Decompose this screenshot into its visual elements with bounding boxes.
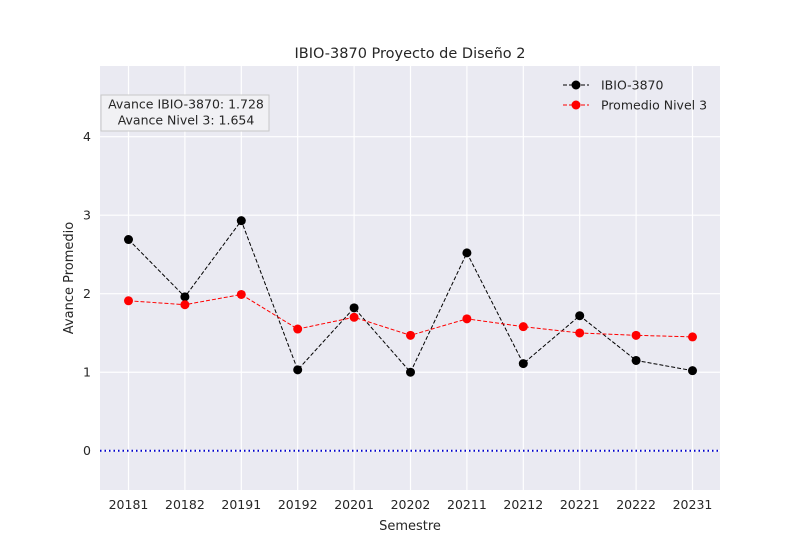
annotation-line-2: Avance Nivel 3: 1.654 [118, 113, 255, 128]
legend-marker-ibio [571, 80, 581, 90]
y-tick-label: 2 [83, 286, 91, 301]
y-axis-label: Avance Promedio [62, 222, 77, 334]
data-point-promedio [293, 324, 303, 334]
x-tick-label: 20231 [673, 497, 713, 512]
data-point-promedio [406, 330, 415, 340]
y-tick-label: 0 [83, 443, 91, 458]
data-point-ibio [518, 359, 528, 369]
data-point-promedio [180, 300, 190, 310]
data-point-promedio [462, 314, 472, 324]
series-group [124, 216, 697, 377]
x-tick-label: 20222 [616, 497, 656, 512]
x-axis-label: Semestre [379, 519, 441, 534]
y-tick-label: 4 [83, 129, 91, 144]
x-tick-label: 20212 [503, 497, 543, 512]
data-point-ibio [180, 292, 190, 302]
data-point-ibio [688, 366, 697, 376]
x-tick-label: 20181 [109, 497, 149, 512]
data-point-promedio [518, 322, 528, 332]
grid-lines [100, 66, 720, 490]
data-point-ibio [631, 355, 641, 365]
data-point-promedio [631, 330, 641, 340]
legend-label-promedio: Promedio Nivel 3 [601, 98, 707, 113]
y-tick-label: 1 [83, 365, 91, 380]
y-tick-label: 3 [83, 208, 91, 223]
x-tick-label: 20192 [278, 497, 318, 512]
data-point-promedio [124, 296, 133, 306]
legend-marker-promedio [571, 100, 581, 110]
x-tick-label: 20202 [391, 497, 431, 512]
chart-title: IBIO-3870 Proyecto de Diseño 2 [294, 46, 525, 62]
x-tick-labels: 20181 20182 20191 20192 20201 20202 20211 20212… [109, 497, 713, 512]
data-point-ibio [293, 365, 303, 375]
x-tick-label: 20221 [560, 497, 600, 512]
data-point-promedio [575, 328, 585, 338]
y-tick-labels: 0 1 2 3 4 [83, 129, 91, 458]
legend: IBIO-3870 Promedio Nivel 3 [563, 78, 707, 113]
legend-label-ibio: IBIO-3870 [601, 78, 664, 93]
data-point-ibio [124, 235, 133, 245]
x-tick-label: 20201 [334, 497, 374, 512]
annotation-box: Avance IBIO-3870: 1.728 Avance Nivel 3: … [100, 94, 270, 132]
annotation-line-1: Avance IBIO-3870: 1.728 [108, 97, 264, 112]
data-point-ibio [349, 303, 359, 313]
x-tick-label: 20211 [447, 497, 487, 512]
data-point-promedio [236, 289, 246, 299]
x-tick-label: 20182 [165, 497, 205, 512]
data-point-ibio [236, 216, 246, 226]
annotation-box-background [100, 94, 270, 132]
data-point-ibio [406, 367, 415, 377]
data-point-promedio [349, 312, 359, 322]
x-tick-label: 20191 [221, 497, 261, 512]
data-point-ibio [462, 248, 472, 258]
data-point-ibio [575, 311, 585, 321]
data-point-promedio [688, 332, 697, 342]
